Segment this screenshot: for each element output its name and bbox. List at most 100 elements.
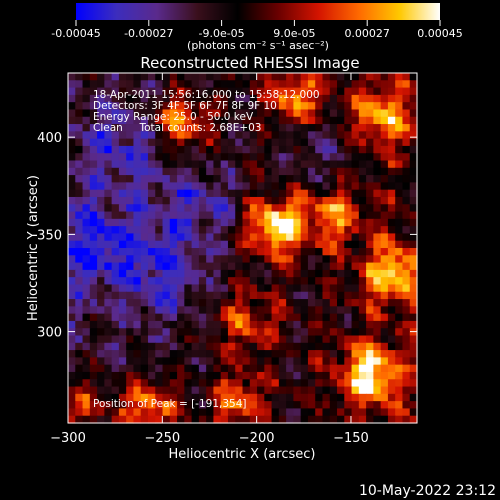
heatmap-cell: [366, 138, 374, 147]
heatmap-cell: [409, 233, 418, 242]
heatmap-cell: [337, 218, 345, 227]
heatmap-cell: [184, 255, 193, 264]
heatmap-cell: [395, 211, 404, 220]
heatmap-cell: [133, 94, 142, 103]
heatmap-cell: [249, 291, 258, 300]
heatmap-cell: [169, 218, 178, 227]
heatmap-cell: [293, 408, 302, 417]
heatmap-cell: [395, 313, 404, 322]
heatmap-cell: [300, 248, 309, 256]
heatmap-cell: [177, 182, 185, 191]
heatmap-cell: [271, 87, 280, 96]
heatmap-cell: [257, 196, 265, 205]
heatmap-cell: [213, 102, 222, 111]
heatmap-cell: [249, 196, 258, 205]
heatmap-cell: [358, 255, 367, 264]
heatmap-cell: [337, 226, 345, 235]
heatmap-cell: [293, 262, 302, 271]
heatmap-cell: [147, 233, 156, 242]
heatmap-cell: [126, 124, 135, 132]
heatmap-cell: [395, 226, 404, 235]
heatmap-cell: [206, 240, 215, 249]
heatmap-cell: [366, 284, 374, 293]
heatmap-cell: [213, 401, 222, 410]
heatmap-cell: [104, 80, 113, 89]
heatmap-cell: [133, 371, 142, 380]
heatmap-cell: [271, 313, 280, 322]
heatmap-cell: [68, 87, 76, 96]
heatmap-cell: [395, 218, 404, 227]
heatmap-cell: [140, 371, 149, 380]
heatmap-cell: [111, 240, 120, 249]
heatmap-cell: [111, 262, 120, 271]
heatmap-cell: [118, 335, 127, 344]
heatmap-cell: [242, 320, 251, 329]
heatmap-cell: [68, 415, 76, 424]
heatmap-cell: [358, 306, 367, 315]
heatmap-cell: [366, 196, 374, 205]
heatmap-cell: [198, 313, 207, 322]
heatmap-cell: [140, 145, 149, 154]
heatmap-cell: [191, 342, 200, 351]
heatmap-cell: [344, 248, 353, 256]
heatmap-cell: [249, 335, 258, 344]
heatmap-cell: [133, 226, 142, 235]
heatmap-cell: [89, 211, 98, 220]
heatmap-cell: [169, 408, 178, 417]
heatmap-cell: [140, 408, 149, 417]
heatmap-cell: [133, 291, 142, 300]
heatmap-cell: [264, 204, 273, 213]
heatmap-cell: [286, 196, 294, 205]
heatmap-cell: [177, 328, 185, 337]
heatmap-cell: [162, 175, 171, 183]
heatmap-cell: [155, 124, 164, 132]
heatmap-cell: [133, 138, 142, 147]
heatmap-cell: [337, 269, 345, 278]
heatmap-cell: [235, 357, 244, 366]
heatmap-cell: [395, 277, 404, 286]
heatmap-cell: [395, 328, 404, 337]
heatmap-cell: [184, 131, 193, 140]
x-tick-label: −250: [144, 431, 180, 446]
heatmap-cell: [140, 160, 149, 169]
heatmap-cell: [257, 320, 265, 329]
heatmap-cell: [177, 131, 185, 140]
heatmap-cell: [155, 364, 164, 373]
heatmap-cell: [286, 233, 294, 242]
heatmap-cell: [89, 284, 98, 293]
heatmap-cell: [329, 269, 338, 278]
heatmap-cell: [380, 248, 389, 256]
heatmap-cell: [191, 145, 200, 154]
heatmap-cell: [380, 189, 389, 198]
heatmap-cell: [366, 240, 374, 249]
heatmap-cell: [351, 299, 360, 307]
heatmap-cell: [198, 291, 207, 300]
heatmap-cell: [329, 306, 338, 315]
heatmap-cell: [206, 145, 215, 154]
heatmap-cell: [387, 255, 396, 264]
heatmap-cell: [118, 284, 127, 293]
heatmap-cell: [351, 87, 360, 96]
heatmap-cell: [155, 371, 164, 380]
heatmap-cell: [337, 364, 345, 373]
heatmap-cell: [140, 342, 149, 351]
heatmap-cell: [162, 138, 171, 147]
heatmap-cell: [213, 255, 222, 264]
heatmap-cell: [68, 320, 76, 329]
heatmap-cell: [366, 291, 374, 300]
heatmap-cell: [177, 102, 185, 111]
heatmap-cell: [358, 87, 367, 96]
heatmap-cell: [126, 94, 135, 103]
heatmap-cell: [337, 233, 345, 242]
heatmap-cell: [147, 167, 156, 176]
heatmap-cell: [387, 306, 396, 315]
heatmap-cell: [264, 408, 273, 417]
heatmap-cell: [184, 102, 193, 111]
heatmap-cell: [337, 357, 345, 366]
heatmap-cell: [395, 131, 404, 140]
heatmap-cell: [75, 189, 84, 198]
heatmap-cell: [278, 328, 287, 337]
heatmap-cell: [271, 284, 280, 293]
heatmap-cell: [198, 408, 207, 417]
